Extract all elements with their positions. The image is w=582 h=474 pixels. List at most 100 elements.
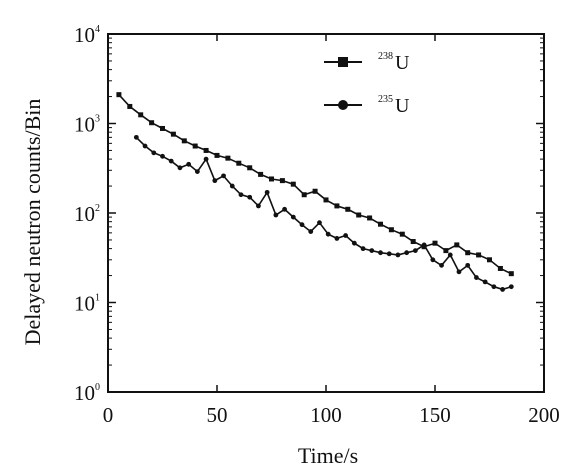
series-point-0 [367, 215, 373, 221]
series-point-1 [395, 252, 401, 258]
series-point-0 [497, 265, 503, 271]
series-point-0 [508, 271, 514, 277]
series-point-0 [225, 155, 231, 161]
series-point-0 [269, 176, 274, 182]
series-point-1 [256, 203, 261, 209]
legend-label-0: 238 U [378, 51, 410, 74]
series-point-1 [465, 262, 471, 268]
series-point-1 [334, 236, 340, 241]
series-point-1 [474, 275, 479, 280]
series-point-1 [325, 231, 331, 237]
series-point-1 [447, 252, 453, 258]
y-tick-label: 103 [74, 113, 100, 137]
series-point-1 [456, 269, 462, 275]
series-point-0 [356, 212, 362, 218]
series-point-0 [476, 252, 482, 258]
series-point-1 [386, 251, 392, 257]
series-point-0 [181, 138, 187, 144]
series-point-0 [279, 178, 285, 184]
series-point-1 [151, 150, 157, 156]
series-point-1 [412, 248, 418, 254]
series-point-0 [465, 250, 471, 256]
series-point-1 [351, 240, 357, 246]
legend-label-1: 235 U [378, 94, 410, 117]
legend-marker-1 [338, 100, 348, 110]
series-point-0 [138, 112, 144, 118]
y-tick-label: 102 [74, 202, 100, 226]
series-point-1 [221, 173, 226, 179]
series-point-1 [142, 143, 148, 149]
series-point-0 [127, 103, 133, 109]
series-point-0 [236, 160, 242, 166]
x-tick-label: 200 [528, 403, 560, 427]
series-point-1 [290, 214, 296, 220]
series-point-1 [360, 246, 366, 252]
series-point-1 [203, 156, 209, 162]
series-point-1 [212, 178, 218, 184]
series-point-1 [186, 161, 192, 167]
series-point-0 [247, 165, 253, 171]
series-point-1 [439, 262, 444, 268]
series-line-1 [135, 136, 512, 291]
series-point-0 [203, 147, 209, 153]
series-point-1 [378, 250, 383, 256]
series-point-0 [149, 120, 155, 126]
series-point-1 [133, 134, 139, 140]
series-point-1 [404, 250, 410, 256]
series-point-1 [229, 183, 235, 189]
series-point-1 [177, 165, 183, 171]
x-tick-label: 0 [103, 403, 114, 427]
y-tick-label: 104 [74, 23, 100, 47]
series-point-1 [247, 194, 253, 200]
series-point-1 [168, 158, 174, 164]
series-point-1 [308, 229, 314, 234]
series-point-1 [317, 220, 322, 226]
series-point-1 [264, 189, 270, 195]
series-point-1 [421, 242, 427, 248]
legend: 238 U 235 U [324, 51, 410, 117]
series-point-0 [454, 242, 460, 248]
series-point-0 [170, 131, 176, 137]
series-point-0 [192, 143, 198, 149]
x-tick-label: 100 [310, 403, 342, 427]
series-point-0 [487, 257, 492, 263]
plot-area [107, 33, 545, 393]
series-point-0 [410, 239, 416, 245]
series-point-1 [273, 212, 279, 218]
series-point-0 [345, 206, 351, 212]
series-point-0 [301, 192, 307, 198]
y-tick-label: 101 [74, 292, 100, 316]
plot-frame [107, 33, 545, 393]
y-axis-title: Delayed neutron counts/Bin [20, 99, 45, 346]
series-point-0 [443, 248, 449, 254]
series-point-1 [491, 284, 497, 290]
series-point-1 [430, 257, 436, 263]
series-point-1 [160, 153, 165, 159]
series-point-0 [312, 188, 318, 194]
x-tick-label: 150 [419, 403, 451, 427]
series-point-1 [238, 192, 244, 198]
series-point-1 [369, 248, 375, 254]
series-point-0 [432, 240, 438, 246]
series-point-0 [214, 152, 220, 158]
y-tick-label: 100 [74, 381, 100, 405]
series-point-0 [334, 203, 340, 209]
series-point-0 [323, 197, 329, 203]
axis-ticks: 0 50 100 150 200 100 101 102 103 104 [74, 23, 560, 427]
x-axis-title: Time/s [298, 443, 358, 468]
series-point-0 [258, 171, 264, 177]
series-point-1 [194, 169, 200, 175]
series-point-0 [290, 181, 296, 187]
series-point-1 [482, 279, 488, 285]
series-point-0 [399, 231, 405, 237]
series-point-0 [160, 125, 165, 131]
series-point-0 [116, 92, 122, 98]
series-point-0 [378, 221, 383, 227]
series-line-0 [118, 94, 512, 275]
series-point-1 [282, 206, 287, 212]
series-point-0 [388, 227, 394, 233]
series-point-1 [343, 233, 349, 238]
series-point-1 [299, 222, 305, 228]
series-point-1 [508, 284, 514, 290]
